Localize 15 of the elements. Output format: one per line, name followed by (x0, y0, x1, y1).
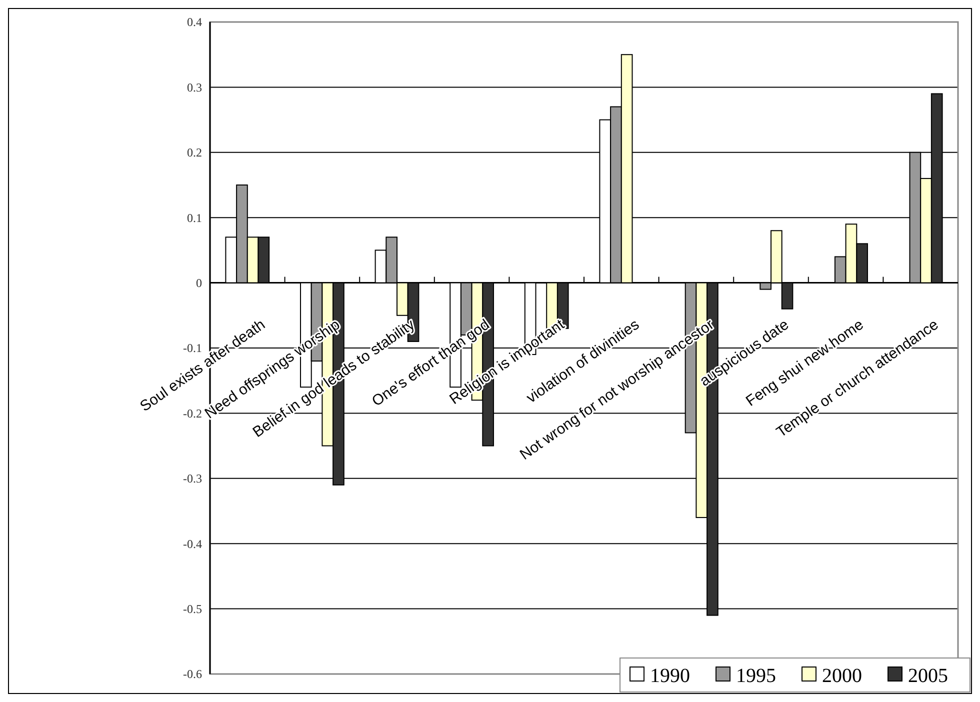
legend-label: 2000 (822, 665, 862, 687)
y-tick-label: -0.6 (183, 667, 202, 682)
legend-label: 1995 (736, 665, 776, 687)
legend-label: 2005 (908, 665, 948, 687)
y-tick-label: -0.5 (183, 602, 202, 616)
y-tick-label: 0.1 (187, 210, 202, 225)
y-tick-label: 0.3 (187, 80, 202, 94)
y-tick-label: 0 (196, 276, 202, 290)
y-tick-label: -0.4 (183, 536, 202, 551)
y-tick-label: -0.1 (183, 341, 202, 356)
y-tick-label: 0.2 (187, 146, 202, 160)
y-tick-label: -0.2 (183, 406, 202, 420)
legend-label: 1990 (650, 665, 690, 687)
y-tick-label: 0.4 (187, 15, 202, 30)
y-tick-label: -0.3 (183, 472, 202, 486)
